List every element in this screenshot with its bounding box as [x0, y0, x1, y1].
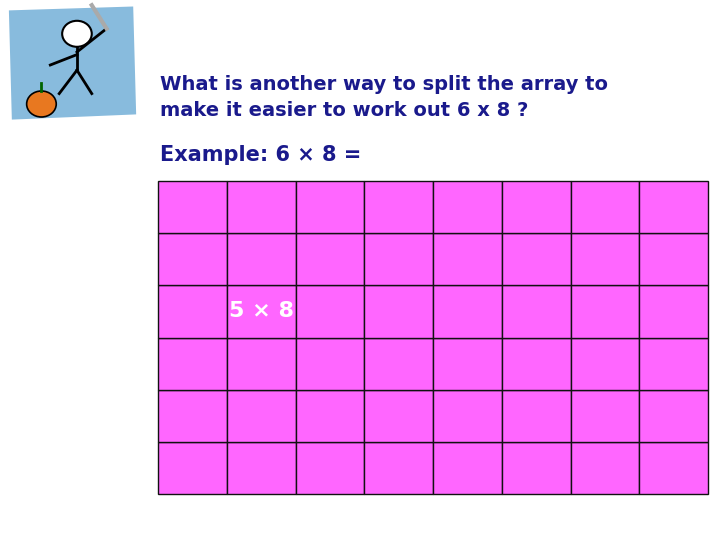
Bar — [570, 233, 639, 285]
Circle shape — [62, 21, 91, 47]
Bar — [227, 442, 295, 494]
Bar — [502, 442, 570, 494]
Bar — [295, 338, 364, 390]
Bar — [502, 390, 570, 442]
Bar — [570, 442, 639, 494]
Bar — [364, 442, 433, 494]
Bar — [570, 285, 639, 338]
Bar — [639, 390, 708, 442]
Bar — [227, 233, 295, 285]
Bar — [158, 233, 227, 285]
Bar — [295, 442, 364, 494]
Bar — [639, 442, 708, 494]
Text: make it easier to work out 6 x 8 ?: make it easier to work out 6 x 8 ? — [160, 101, 528, 120]
Text: Distributive property: Distributive property — [163, 16, 410, 39]
Bar — [433, 285, 502, 338]
Bar — [502, 181, 570, 233]
Bar — [639, 285, 708, 338]
Polygon shape — [9, 6, 136, 119]
Bar — [227, 338, 295, 390]
Bar — [433, 338, 502, 390]
Bar — [158, 390, 227, 442]
Bar — [502, 285, 570, 338]
Bar — [433, 442, 502, 494]
Bar — [364, 181, 433, 233]
Bar — [570, 338, 639, 390]
Text: Example: 6 × 8 =: Example: 6 × 8 = — [160, 145, 361, 165]
Text: 5 × 8: 5 × 8 — [229, 301, 294, 321]
Bar — [158, 285, 227, 338]
Bar — [502, 338, 570, 390]
Circle shape — [27, 91, 56, 117]
Bar — [639, 233, 708, 285]
Bar — [364, 285, 433, 338]
Bar — [158, 181, 227, 233]
Bar — [364, 390, 433, 442]
Bar — [364, 233, 433, 285]
Bar — [227, 181, 295, 233]
Bar — [433, 181, 502, 233]
Bar — [295, 285, 364, 338]
Bar — [570, 181, 639, 233]
Text: What is another way to split the array to: What is another way to split the array t… — [160, 75, 608, 94]
Bar — [639, 181, 708, 233]
Bar — [227, 285, 295, 338]
Bar — [502, 233, 570, 285]
Bar — [364, 338, 433, 390]
Bar — [570, 390, 639, 442]
Bar — [433, 233, 502, 285]
Bar — [227, 390, 295, 442]
Bar — [158, 442, 227, 494]
Bar — [158, 338, 227, 390]
Bar — [433, 390, 502, 442]
Bar — [639, 338, 708, 390]
Bar — [295, 390, 364, 442]
Bar — [295, 181, 364, 233]
Bar — [295, 233, 364, 285]
